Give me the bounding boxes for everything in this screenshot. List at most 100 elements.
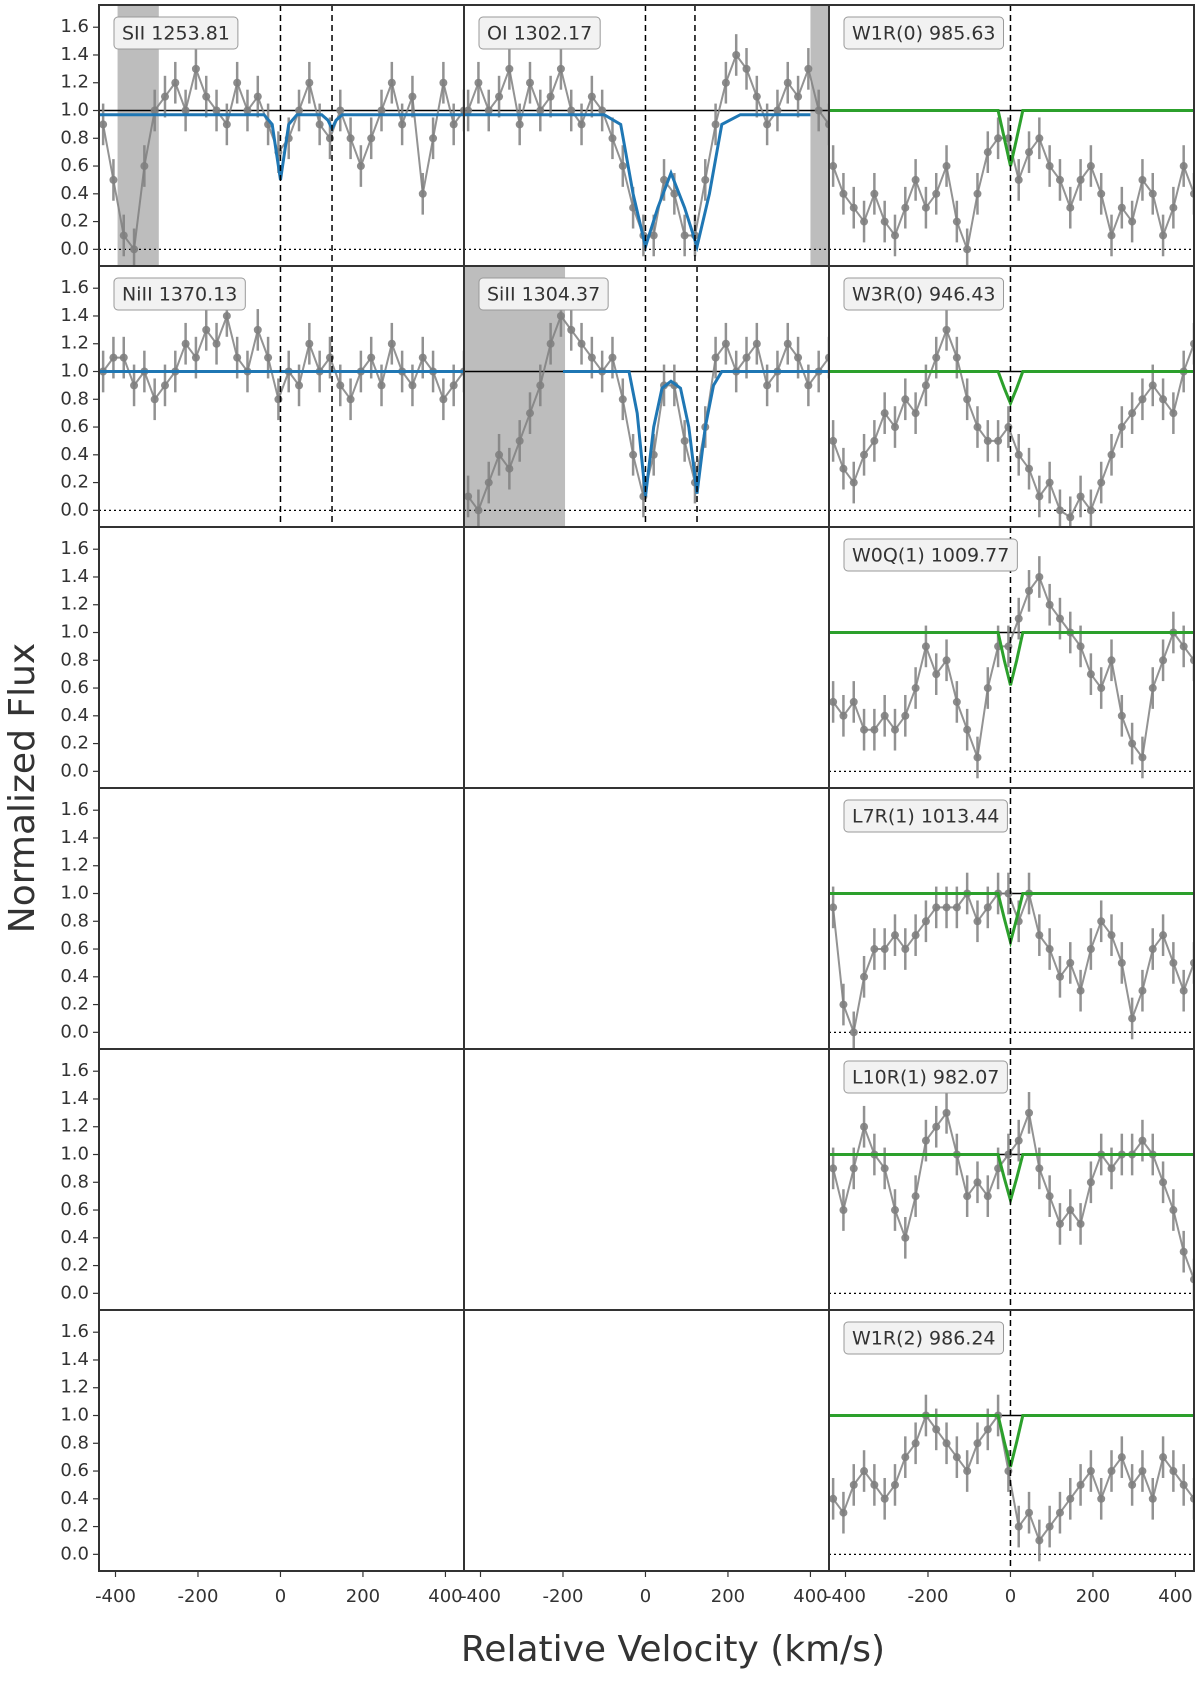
flux-point — [449, 381, 458, 390]
flux-point — [880, 711, 889, 720]
flux-point — [911, 409, 920, 418]
panel-title: W3R(0) 946.43 — [852, 284, 996, 306]
flux-point — [99, 120, 108, 129]
flux-point — [556, 64, 565, 73]
y-tick-label: 0.8 — [60, 127, 89, 148]
panel-label: W1R(2) 986.24 — [843, 1321, 1005, 1355]
flux-line — [467, 52, 829, 237]
flux-point — [870, 725, 879, 734]
y-tick-label: 0.0 — [60, 1543, 89, 1564]
flux-point — [1055, 175, 1064, 184]
flux-point — [963, 245, 972, 254]
flux-point — [1055, 1508, 1064, 1517]
flux-point — [880, 945, 889, 954]
flux-point — [804, 64, 813, 73]
flux-point — [1086, 162, 1095, 171]
flux-point — [1097, 1494, 1106, 1503]
y-tick-label: 1.0 — [60, 883, 89, 904]
flux-point — [973, 1439, 982, 1448]
flux-point — [649, 231, 658, 240]
label-box — [843, 1321, 1005, 1355]
flux-point — [1014, 450, 1023, 459]
flux-point — [567, 106, 576, 115]
flux-point — [994, 436, 1003, 445]
flux-point — [1045, 1192, 1054, 1201]
flux-point — [305, 339, 314, 348]
flux-point — [429, 134, 438, 143]
flux-point — [952, 697, 961, 706]
flux-point — [439, 395, 448, 404]
flux-point — [1148, 381, 1157, 390]
flux-point — [973, 753, 982, 762]
panel-title: W0Q(1) 1009.77 — [852, 545, 1009, 567]
flux-point — [1128, 739, 1137, 748]
flux-point — [921, 1136, 930, 1145]
flux-point — [505, 64, 514, 73]
flux-point — [849, 1028, 858, 1037]
flux-point — [794, 92, 803, 101]
flux-point — [849, 1480, 858, 1489]
flux-point — [577, 120, 586, 129]
y-tick-label: 1.2 — [60, 1377, 89, 1398]
flux-point — [963, 1192, 972, 1201]
y-tick-label: 1.4 — [60, 44, 89, 65]
flux-point — [839, 1000, 848, 1009]
x-tick-label: 0 — [1005, 1586, 1016, 1607]
flux-point — [1128, 1014, 1137, 1023]
flux-point — [387, 78, 396, 87]
flux-point — [921, 381, 930, 390]
flux-point — [973, 423, 982, 432]
flux-point — [1159, 1453, 1168, 1462]
y-tick-label: 1.2 — [60, 594, 89, 615]
x-tick-label: -400 — [95, 1586, 136, 1607]
panel — [464, 5, 829, 266]
flux-point — [1138, 1467, 1147, 1476]
flux-point — [1148, 189, 1157, 198]
flux-point — [1086, 670, 1095, 679]
flux-point — [839, 464, 848, 473]
panel — [829, 5, 1194, 266]
flux-point — [377, 106, 386, 115]
flux-point — [763, 120, 772, 129]
flux-point — [1107, 931, 1116, 940]
y-tick-label: 0.0 — [60, 499, 89, 520]
flux-point — [870, 189, 879, 198]
flux-point — [932, 189, 941, 198]
flux-point — [1159, 931, 1168, 940]
flux-point — [1159, 656, 1168, 665]
y-tick-label: 0.4 — [60, 966, 89, 987]
flux-point — [942, 656, 951, 665]
flux-point — [515, 120, 524, 129]
flux-point — [860, 217, 869, 226]
flux-point — [356, 162, 365, 171]
flux-point — [1025, 1108, 1034, 1117]
flux-point — [829, 697, 838, 706]
flux-point — [1097, 478, 1106, 487]
flux-point — [829, 1164, 838, 1173]
flux-point — [1086, 1178, 1095, 1187]
flux-point — [1076, 642, 1085, 651]
flux-point — [963, 395, 972, 404]
panel-frame — [463, 1309, 830, 1572]
flux-point — [1025, 464, 1034, 473]
flux-point — [449, 120, 458, 129]
flux-point — [150, 106, 159, 115]
flux-point — [577, 339, 586, 348]
flux-point — [119, 231, 128, 240]
panel-frame — [463, 1048, 830, 1311]
flux-point — [839, 711, 848, 720]
flux-point — [870, 945, 879, 954]
label-box — [478, 277, 609, 311]
label-box — [478, 16, 601, 50]
flux-point — [921, 203, 930, 212]
flux-point — [295, 381, 304, 390]
y-tick-label: 1.4 — [60, 1349, 89, 1370]
panel-label: L10R(1) 982.07 — [843, 1060, 1008, 1094]
y-tick-label: 1.6 — [60, 799, 89, 820]
flux-point — [1055, 972, 1064, 981]
x-tick-label: -200 — [908, 1586, 949, 1607]
flux-point — [1035, 1536, 1044, 1545]
panel — [829, 1310, 1194, 1571]
flux-point — [829, 1494, 838, 1503]
